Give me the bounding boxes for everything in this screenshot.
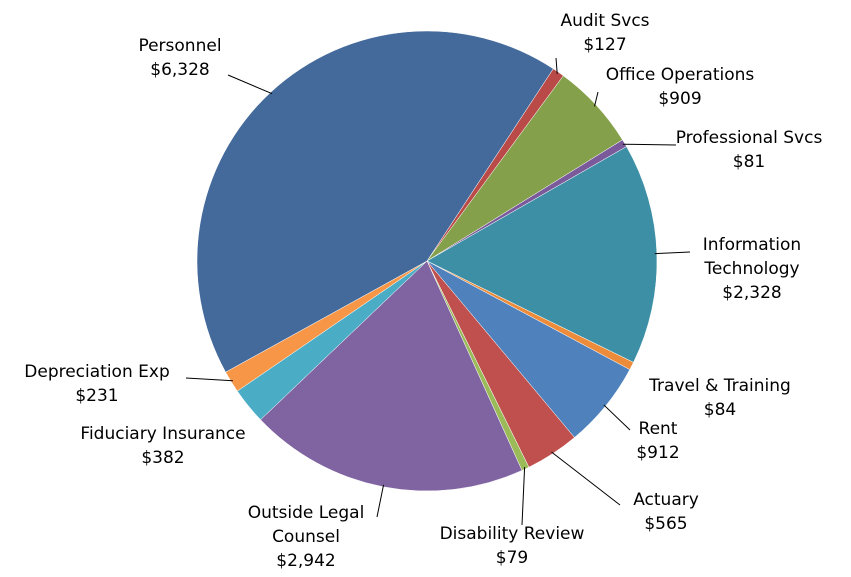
- category-label: Depreciation Exp: [24, 362, 170, 382]
- data-label: Audit Svcs $127: [560, 9, 649, 57]
- value-label: $382: [141, 448, 185, 468]
- value-label: $127: [583, 35, 627, 55]
- value-label: $2,942: [276, 551, 336, 571]
- category-label: Audit Svcs: [560, 11, 650, 31]
- leader-line: [555, 57, 558, 74]
- category-label: Personnel: [138, 36, 222, 56]
- data-label: Travel & Training $84: [649, 374, 791, 422]
- leader-line: [594, 91, 599, 107]
- category-label: Travel & Training: [649, 376, 791, 396]
- leader-line: [376, 484, 385, 518]
- pie-slice: [196, 30, 554, 373]
- data-label: Office Operations $909: [606, 63, 754, 111]
- value-label: $79: [495, 548, 529, 568]
- category-label: Professional Svcs: [675, 128, 823, 148]
- category-label: Information Technology: [702, 235, 802, 279]
- data-label: Outside Legal Counsel $2,942: [236, 501, 376, 573]
- leader-line: [551, 451, 621, 506]
- data-label: Actuary $565: [633, 488, 699, 536]
- category-label: Fiduciary Insurance: [80, 424, 246, 444]
- value-label: $81: [732, 152, 766, 172]
- value-label: $2,328: [722, 283, 782, 303]
- category-label: Disability Review: [439, 524, 585, 544]
- value-label: $6,328: [150, 60, 210, 80]
- data-label: Rent $912: [636, 417, 679, 465]
- category-label: Actuary: [633, 490, 699, 510]
- data-label: Fiduciary Insurance $382: [80, 422, 245, 470]
- leader-line: [603, 404, 631, 431]
- value-label: $909: [658, 89, 702, 109]
- category-label: Office Operations: [605, 65, 755, 85]
- leader-line: [185, 377, 233, 382]
- data-label: Depreciation Exp $231: [24, 360, 169, 408]
- value-label: $84: [703, 400, 737, 420]
- leader-line: [227, 74, 273, 95]
- data-label: Disability Review $79: [440, 522, 585, 570]
- category-label: Rent: [638, 419, 678, 439]
- data-label: Professional Svcs $81: [676, 126, 823, 174]
- leader-line: [521, 467, 526, 526]
- leader-line: [654, 251, 691, 255]
- data-label: Information Technology $2,328: [682, 233, 822, 305]
- category-label: Outside Legal Counsel: [247, 503, 365, 547]
- leader-line: [622, 143, 677, 146]
- data-label: Personnel $6,328: [138, 34, 221, 82]
- value-label: $912: [636, 443, 680, 463]
- value-label: $565: [644, 514, 688, 534]
- value-label: $231: [75, 386, 119, 406]
